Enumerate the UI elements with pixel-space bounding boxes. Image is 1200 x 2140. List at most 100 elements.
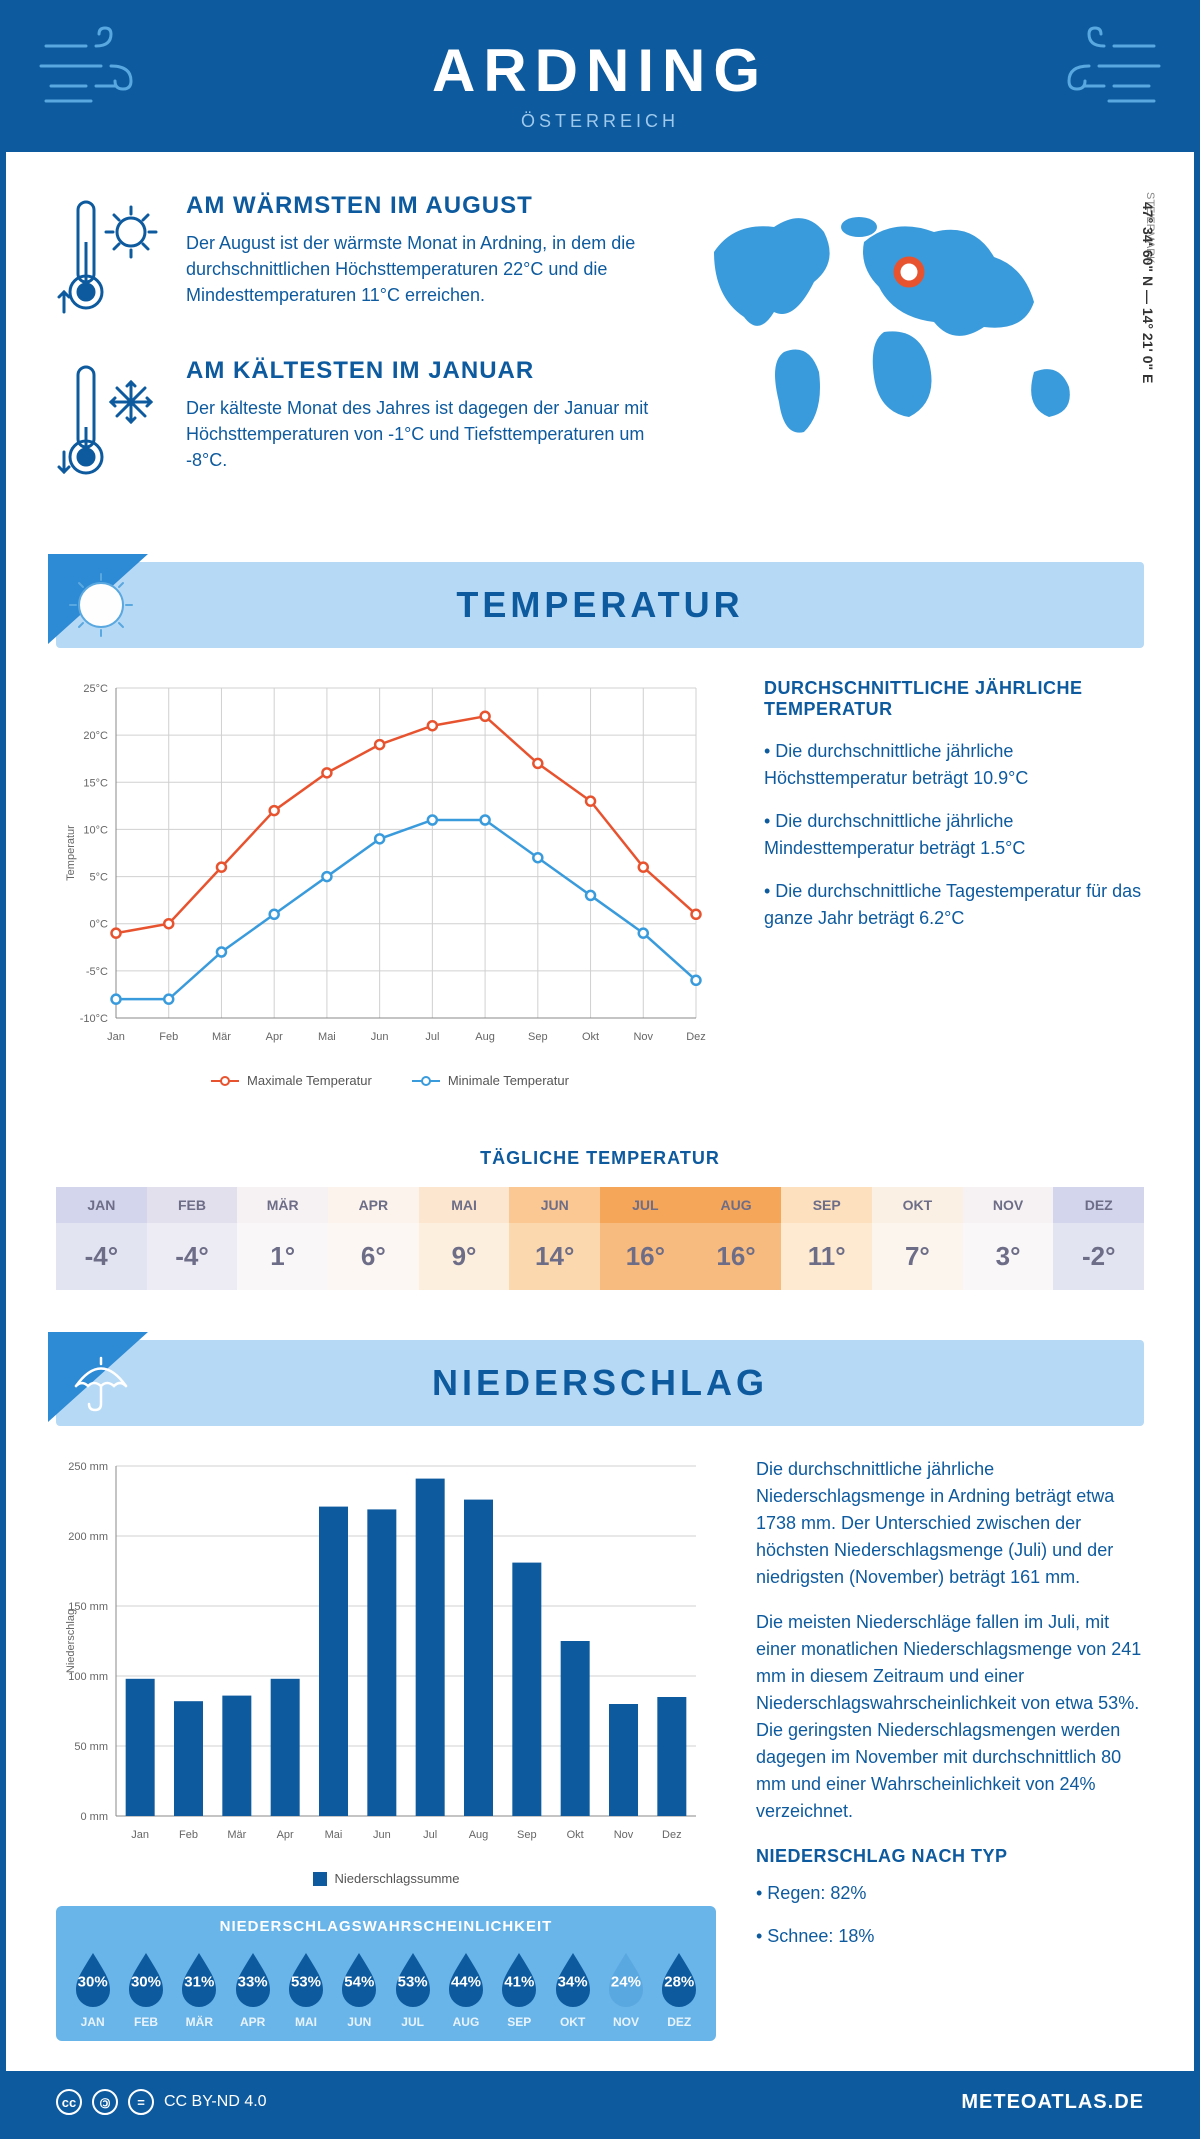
daily-cell: OKT 7° — [872, 1187, 963, 1290]
precip-type-title: NIEDERSCHLAG NACH TYP — [756, 1843, 1144, 1870]
svg-text:Mär: Mär — [227, 1829, 246, 1841]
umbrella-icon — [66, 1348, 136, 1423]
precip-content: 0 mm50 mm100 mm150 mm200 mm250 mmNieders… — [6, 1456, 1194, 2071]
svg-text:Dez: Dez — [686, 1031, 706, 1043]
svg-text:0 mm: 0 mm — [81, 1811, 109, 1823]
daily-cell: SEP 11° — [781, 1187, 872, 1290]
raindrop-icon: 54% — [336, 1949, 382, 2009]
prob-box: NIEDERSCHLAGSWAHRSCHEINLICHKEIT 30% JAN … — [56, 1906, 716, 2041]
prob-cell: 28% DEZ — [653, 1949, 706, 2029]
prob-cell: 33% APR — [226, 1949, 279, 2029]
prob-cell: 34% OKT — [546, 1949, 599, 2029]
svg-text:Dez: Dez — [662, 1829, 682, 1841]
daily-cell: AUG 16° — [691, 1187, 782, 1290]
precip-legend-label: Niederschlagssumme — [335, 1871, 460, 1886]
warmest-title: AM WÄRMSTEN IM AUGUST — [186, 192, 654, 220]
svg-text:25°C: 25°C — [83, 683, 108, 695]
svg-text:Feb: Feb — [179, 1829, 198, 1841]
prob-cell: 53% JUL — [386, 1949, 439, 2029]
prob-cell: 54% JUN — [333, 1949, 386, 2029]
svg-text:Aug: Aug — [475, 1031, 495, 1043]
raindrop-icon: 30% — [123, 1949, 169, 2009]
summary-text: AM WÄRMSTEN IM AUGUST Der August ist der… — [56, 192, 654, 522]
legend-max: Maximale Temperatur — [247, 1073, 372, 1088]
raindrop-icon: 24% — [603, 1949, 649, 2009]
page-title: ARDNING — [6, 36, 1194, 105]
footer-license: cc 🄯 = CC BY-ND 4.0 — [56, 2089, 267, 2115]
svg-text:Apr: Apr — [266, 1031, 283, 1043]
summary-section: AM WÄRMSTEN IM AUGUST Der August ist der… — [6, 152, 1194, 552]
svg-text:Jun: Jun — [371, 1031, 389, 1043]
temp-bullet: • Die durchschnittliche jährliche Höchst… — [764, 738, 1144, 792]
daily-temp-title: TÄGLICHE TEMPERATUR — [6, 1148, 1194, 1169]
raindrop-icon: 53% — [390, 1949, 436, 2009]
svg-text:Mär: Mär — [212, 1031, 231, 1043]
svg-text:Jun: Jun — [373, 1829, 391, 1841]
raindrop-icon: 41% — [496, 1949, 542, 2009]
prob-cell: 41% SEP — [493, 1949, 546, 2029]
temp-legend: #leg-max::after{border-color:#e8532f}Max… — [56, 1073, 724, 1088]
svg-text:Aug: Aug — [469, 1829, 489, 1841]
svg-text:Mai: Mai — [325, 1829, 343, 1841]
daily-cell: DEZ -2° — [1053, 1187, 1144, 1290]
thermometer-snow-icon — [56, 357, 166, 492]
svg-text:Okt: Okt — [582, 1031, 599, 1043]
sun-icon — [66, 570, 136, 645]
raindrop-icon: 30% — [70, 1949, 116, 2009]
legend-min: Minimale Temperatur — [448, 1073, 569, 1088]
wind-icon — [1034, 26, 1164, 121]
warmest-block: AM WÄRMSTEN IM AUGUST Der August ist der… — [56, 192, 654, 327]
page: ARDNING ÖSTERREICH — [0, 0, 1200, 2139]
precip-legend: Niederschlagssumme — [56, 1871, 716, 1886]
svg-text:-5°C: -5°C — [86, 966, 108, 978]
footer: cc 🄯 = CC BY-ND 4.0 METEOATLAS.DE — [6, 2071, 1194, 2133]
footer-site: METEOATLAS.DE — [961, 2091, 1144, 2114]
temp-side-text: DURCHSCHNITTLICHE JÄHRLICHE TEMPERATUR •… — [764, 678, 1144, 1088]
prob-cell: 24% NOV — [599, 1949, 652, 2029]
svg-text:200 mm: 200 mm — [68, 1531, 108, 1543]
svg-text:250 mm: 250 mm — [68, 1461, 108, 1473]
temp-bullet: • Die durchschnittliche jährliche Mindes… — [764, 808, 1144, 862]
svg-text:Sep: Sep — [517, 1829, 537, 1841]
svg-text:Sep: Sep — [528, 1031, 548, 1043]
prob-cell: 31% MÄR — [173, 1949, 226, 2029]
prob-title: NIEDERSCHLAGSWAHRSCHEINLICHKEIT — [56, 1906, 716, 1949]
coldest-title: AM KÄLTESTEN IM JANUAR — [186, 357, 654, 385]
precip-left-col: 0 mm50 mm100 mm150 mm200 mm250 mmNieders… — [56, 1456, 716, 2041]
prob-cell: 44% AUG — [439, 1949, 492, 2029]
temp-content: -10°C-5°C0°C5°C10°C15°C20°C25°CJanFebMär… — [6, 678, 1194, 1118]
raindrop-icon: 53% — [283, 1949, 329, 2009]
raindrop-icon: 33% — [230, 1949, 276, 2009]
temp-side-title: DURCHSCHNITTLICHE JÄHRLICHE TEMPERATUR — [764, 678, 1144, 720]
svg-text:Nov: Nov — [633, 1031, 653, 1043]
wind-icon — [36, 26, 166, 121]
svg-text:Temperatur: Temperatur — [65, 825, 77, 881]
cc-icon: cc — [56, 2089, 82, 2115]
precip-section-header: NIEDERSCHLAG — [56, 1340, 1144, 1426]
svg-text:Jul: Jul — [423, 1829, 437, 1841]
coords-label: 47° 34' 60" N — 14° 21' 0" E — [1140, 202, 1156, 383]
prob-cell: 53% MAI — [279, 1949, 332, 2029]
warmest-text: Der August ist der wärmste Monat in Ardn… — [186, 230, 654, 308]
prob-cell: 30% FEB — [119, 1949, 172, 2029]
daily-cell: MAI 9° — [419, 1187, 510, 1290]
svg-text:Feb: Feb — [159, 1031, 178, 1043]
precip-p2: Die meisten Niederschläge fallen im Juli… — [756, 1609, 1144, 1825]
precip-title: NIEDERSCHLAG — [56, 1362, 1144, 1404]
svg-text:10°C: 10°C — [83, 824, 108, 836]
daily-cell: JAN -4° — [56, 1187, 147, 1290]
svg-text:20°C: 20°C — [83, 730, 108, 742]
cc-text: CC BY-ND 4.0 — [164, 2093, 267, 2111]
svg-text:Mai: Mai — [318, 1031, 336, 1043]
svg-text:-10°C: -10°C — [80, 1013, 108, 1025]
coldest-text: Der kälteste Monat des Jahres ist dagege… — [186, 395, 654, 473]
by-icon: 🄯 — [92, 2089, 118, 2115]
svg-text:Jul: Jul — [425, 1031, 439, 1043]
temp-line-chart: -10°C-5°C0°C5°C10°C15°C20°C25°CJanFebMär… — [56, 678, 724, 1088]
svg-text:15°C: 15°C — [83, 777, 108, 789]
svg-text:50 mm: 50 mm — [74, 1741, 108, 1753]
daily-cell: MÄR 1° — [237, 1187, 328, 1290]
coldest-block: AM KÄLTESTEN IM JANUAR Der kälteste Mona… — [56, 357, 654, 492]
svg-text:Apr: Apr — [277, 1829, 294, 1841]
page-subtitle: ÖSTERREICH — [6, 111, 1194, 132]
